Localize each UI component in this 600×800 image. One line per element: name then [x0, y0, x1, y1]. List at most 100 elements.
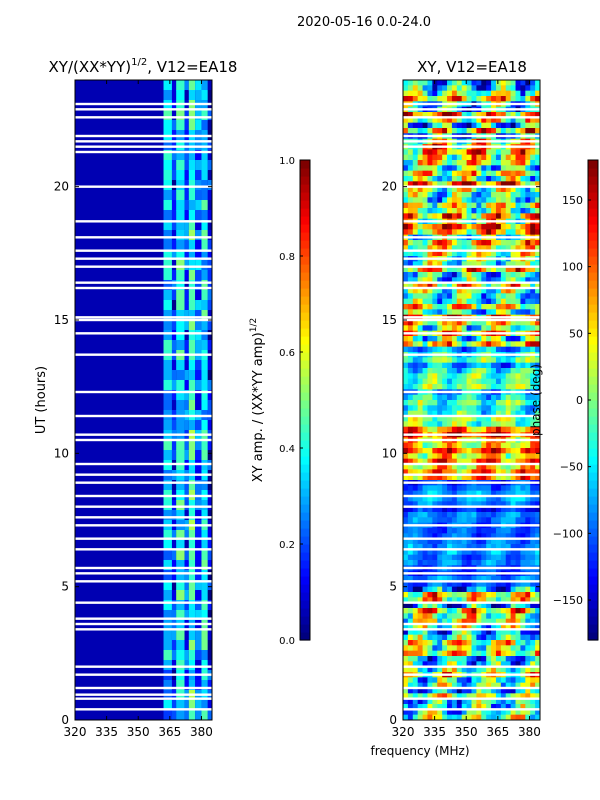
heatmap-cell [184, 180, 189, 191]
heatmap-cell [491, 277, 497, 284]
heatmap-cell [422, 464, 428, 470]
heatmap-cell [422, 709, 428, 716]
heatmap-cell [530, 709, 536, 716]
heatmap-cell [466, 698, 472, 705]
heatmap-cell [456, 250, 463, 257]
heatmap-cell [515, 192, 521, 198]
heatmap-cell [471, 85, 477, 92]
heatmap-cell [530, 128, 536, 134]
heatmap-cell [515, 85, 521, 92]
heatmap-cell [432, 581, 438, 588]
heatmap-cell [407, 549, 414, 556]
heatmap-cell [207, 510, 212, 521]
heatmap-cell [447, 453, 453, 460]
page-title: 2020-05-16 0.0-24.0 [297, 15, 431, 30]
heatmap-cell [486, 208, 492, 214]
heatmap-cell [510, 688, 516, 694]
heatmap-cell [412, 128, 419, 134]
heatmap-cell [442, 208, 448, 214]
heatmap-cell [447, 170, 453, 177]
heatmap-cell [188, 260, 196, 271]
heatmap-cell [163, 180, 172, 191]
heatmap-cell [171, 100, 177, 111]
heatmap-cell [451, 416, 458, 422]
heatmap-cell [476, 544, 482, 550]
heatmap-cell [495, 128, 502, 134]
heatmap-cell [491, 405, 497, 412]
heatmap-cell [461, 666, 468, 673]
heatmap-cell [530, 554, 536, 561]
heatmap-cell [456, 122, 463, 129]
heatmap-cell [461, 714, 468, 721]
heatmap-cell [422, 661, 428, 668]
heatmap-cell [407, 346, 414, 353]
heatmap-cell [466, 282, 472, 289]
heatmap-cell [407, 474, 414, 481]
heatmap-cell [495, 384, 502, 390]
heatmap-cell [466, 448, 472, 454]
heatmap-cell [447, 117, 453, 124]
heatmap-cell [163, 550, 172, 561]
heatmap-cell [486, 186, 492, 193]
heatmap-cell [486, 709, 492, 716]
heatmap-cell [491, 122, 497, 129]
heatmap-cell [495, 309, 502, 316]
heatmap-cell [417, 458, 423, 465]
heatmap-cell [432, 309, 438, 316]
heatmap-cell [437, 128, 443, 134]
heatmap-cell [432, 549, 438, 556]
heatmap-cell [417, 634, 423, 641]
heatmap-cell [207, 100, 212, 111]
heatmap-cell [476, 602, 482, 609]
heatmap-cell [525, 96, 531, 102]
heatmap-cell [510, 202, 516, 209]
heatmap-cell [437, 293, 443, 300]
heatmap-cell [437, 490, 443, 497]
heatmap-cell [432, 325, 438, 332]
heatmap-cell [171, 160, 177, 171]
heatmap-cell [447, 282, 453, 289]
colorbar-segment [588, 248, 598, 257]
heatmap-cell [481, 618, 487, 625]
heatmap-cell [442, 176, 448, 182]
heatmap-cell [510, 394, 516, 401]
flagged-time-row [75, 281, 212, 284]
heatmap-cell [403, 341, 409, 348]
heatmap-cell [437, 384, 443, 390]
heatmap-cell [407, 240, 414, 246]
heatmap-cell [535, 618, 541, 625]
heatmap-cell [195, 700, 202, 711]
heatmap-cell [471, 202, 477, 209]
heatmap-cell [442, 400, 448, 406]
heatmap-cell [447, 442, 453, 449]
heatmap-cell [171, 190, 177, 201]
heatmap-cell [437, 442, 443, 449]
heatmap-cell [500, 165, 507, 172]
heatmap-cell [471, 597, 477, 604]
heatmap-cell [510, 496, 516, 502]
colorbar-segment [588, 584, 598, 593]
heatmap-cell [163, 140, 172, 151]
heatmap-cell [535, 576, 541, 582]
heatmap-cell [176, 330, 185, 341]
heatmap-cell [407, 85, 414, 92]
heatmap-cell [442, 362, 448, 369]
heatmap-cell [461, 266, 468, 273]
heatmap-cell [515, 362, 521, 369]
heatmap-cell [500, 650, 507, 657]
heatmap-cell [491, 442, 497, 449]
heatmap-cell [403, 704, 409, 710]
heatmap-cell [184, 250, 189, 261]
heatmap-cell [456, 165, 463, 172]
heatmap-cell [442, 506, 448, 513]
heatmap-cell [451, 160, 458, 166]
heatmap-cell [427, 709, 433, 716]
heatmap-cell [476, 112, 482, 118]
heatmap-cell [176, 240, 185, 251]
heatmap-cell [520, 682, 526, 689]
colorbar-segment [300, 592, 310, 601]
heatmap-cell [461, 128, 468, 134]
heatmap-cell [481, 245, 487, 252]
heatmap-cell [417, 128, 423, 134]
heatmap-cell [495, 410, 502, 417]
